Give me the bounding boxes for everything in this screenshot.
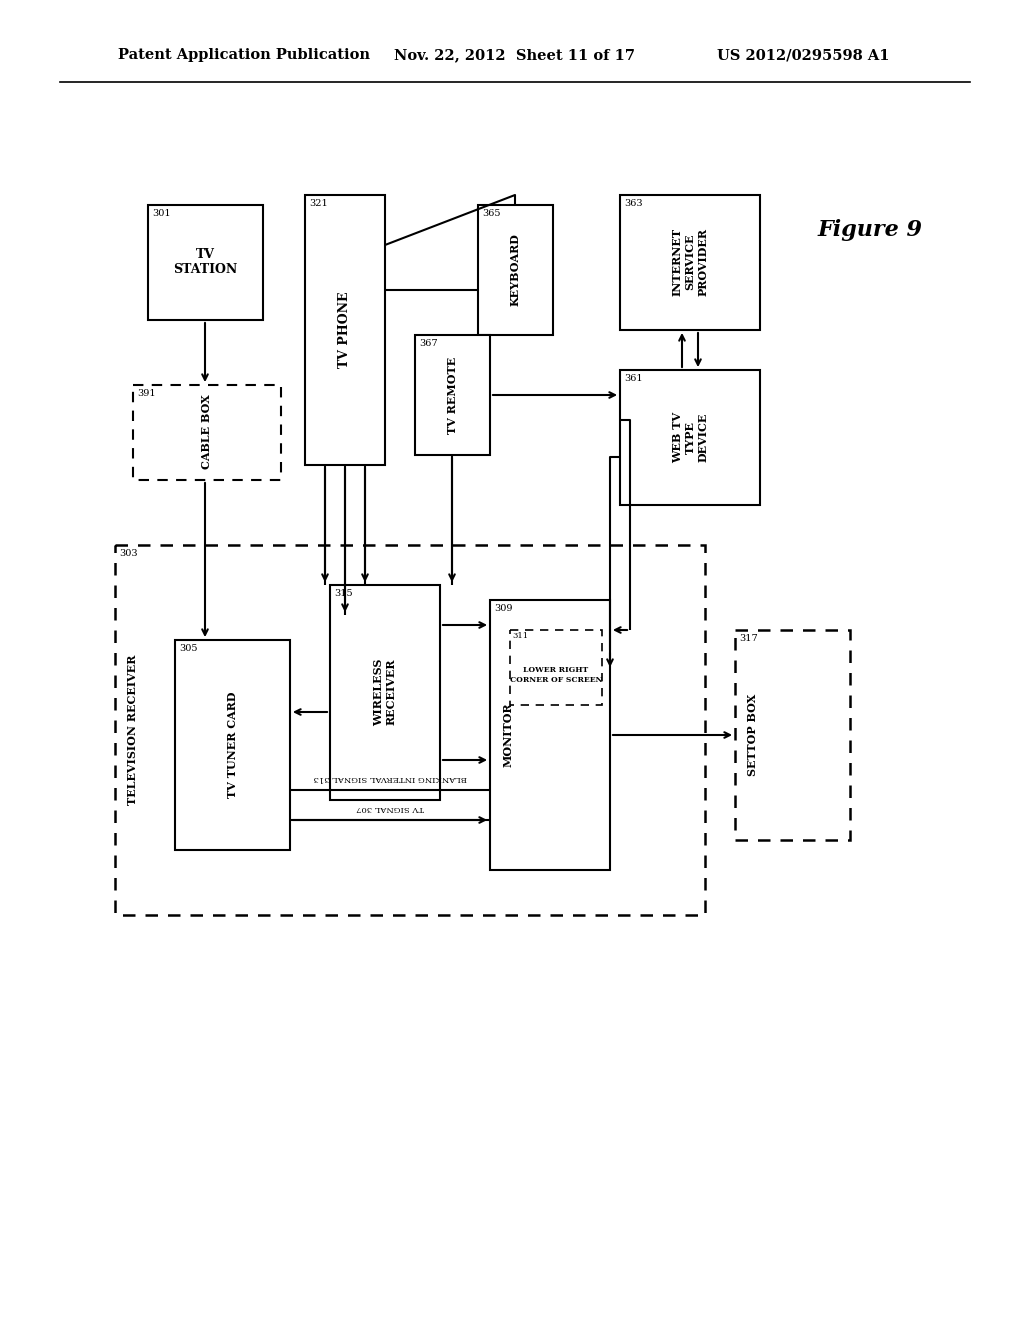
Bar [148,205,263,319]
Text: TV PHONE: TV PHONE [339,292,351,368]
Text: TV REMOTE: TV REMOTE [446,356,458,434]
Text: 367: 367 [419,339,437,348]
Text: Figure 9: Figure 9 [817,219,923,242]
Text: SETTOP BOX: SETTOP BOX [748,694,759,776]
Text: TV SIGNAL 307: TV SIGNAL 307 [356,804,424,812]
Text: 305: 305 [179,644,198,653]
Text: INTERNET
SERVICE
PROVIDER: INTERNET SERVICE PROVIDER [672,228,709,296]
Bar [115,545,705,915]
Text: KEYBOARD: KEYBOARD [510,234,520,306]
Text: 361: 361 [624,374,643,383]
Text: 315: 315 [334,589,352,598]
Text: 363: 363 [624,199,643,209]
Bar [175,640,290,850]
Text: Nov. 22, 2012  Sheet 11 of 17: Nov. 22, 2012 Sheet 11 of 17 [394,49,635,62]
Text: MONITOR: MONITOR [503,702,513,767]
Bar [305,195,385,465]
Text: CABLE BOX: CABLE BOX [202,395,213,470]
Text: US 2012/0295598 A1: US 2012/0295598 A1 [717,49,889,62]
Text: Patent Application Publication: Patent Application Publication [118,49,370,62]
Text: BLANKING INTERVAL SIGNAL 313: BLANKING INTERVAL SIGNAL 313 [313,774,467,781]
Text: WEB TV
TYPE
DEVICE: WEB TV TYPE DEVICE [672,412,709,462]
Text: TV TUNER CARD: TV TUNER CARD [226,692,238,799]
Text: 309: 309 [494,605,512,612]
Text: TV
STATION: TV STATION [173,248,238,276]
Bar [330,585,440,800]
Text: 391: 391 [137,389,156,399]
Bar [735,630,850,840]
Bar [490,601,610,870]
Text: 317: 317 [739,634,758,643]
Text: TELEVISION RECEIVER: TELEVISION RECEIVER [128,655,138,805]
Text: 321: 321 [309,199,328,209]
Bar [620,195,760,330]
Text: 301: 301 [152,209,171,218]
Bar [133,385,281,480]
Bar [478,205,553,335]
Text: 311: 311 [512,632,528,640]
Bar [620,370,760,506]
Text: 303: 303 [119,549,137,558]
Bar [510,630,602,705]
Text: 365: 365 [482,209,501,218]
Text: LOWER RIGHT
CORNER OF SCREEN: LOWER RIGHT CORNER OF SCREEN [510,667,602,684]
Text: WIRELESS
RECEIVER: WIRELESS RECEIVER [373,659,397,726]
Bar [415,335,490,455]
